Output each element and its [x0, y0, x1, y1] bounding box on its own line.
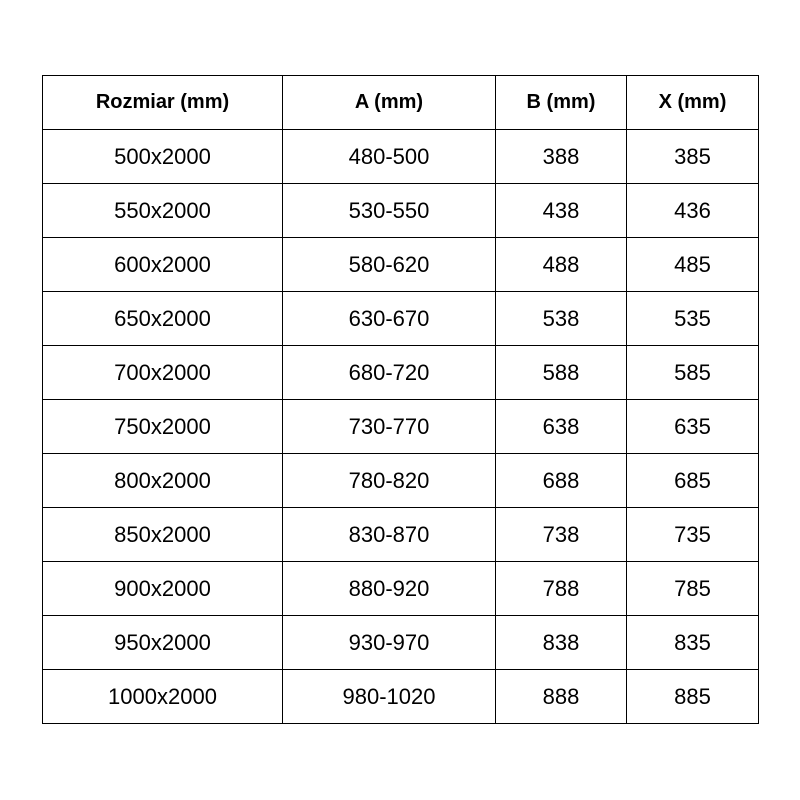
cell-a: 930-970 [282, 615, 496, 670]
cell-size: 650x2000 [42, 291, 283, 346]
cell-size: 500x2000 [42, 129, 283, 184]
table-row: 650x2000 630-670 538 535 [42, 291, 759, 346]
cell-b: 838 [495, 615, 627, 670]
cell-b: 488 [495, 237, 627, 292]
cell-x: 385 [626, 129, 759, 184]
cell-size: 1000x2000 [42, 669, 283, 724]
cell-size: 800x2000 [42, 453, 283, 508]
table-row: 500x2000 480-500 388 385 [42, 129, 759, 184]
cell-b: 538 [495, 291, 627, 346]
table-row: 850x2000 830-870 738 735 [42, 507, 759, 562]
cell-size: 900x2000 [42, 561, 283, 616]
cell-size: 550x2000 [42, 183, 283, 238]
cell-a: 530-550 [282, 183, 496, 238]
cell-a: 780-820 [282, 453, 496, 508]
cell-a: 730-770 [282, 399, 496, 454]
cell-a: 980-1020 [282, 669, 496, 724]
table-row: 950x2000 930-970 838 835 [42, 615, 759, 670]
cell-b: 588 [495, 345, 627, 400]
cell-a: 480-500 [282, 129, 496, 184]
cell-size: 600x2000 [42, 237, 283, 292]
cell-b: 788 [495, 561, 627, 616]
cell-a: 680-720 [282, 345, 496, 400]
cell-b: 438 [495, 183, 627, 238]
cell-x: 885 [626, 669, 759, 724]
cell-a: 880-920 [282, 561, 496, 616]
cell-b: 688 [495, 453, 627, 508]
header-row: Rozmiar (mm) A (mm) B (mm) X (mm) [42, 75, 759, 130]
header-size: Rozmiar (mm) [42, 75, 283, 130]
cell-a: 830-870 [282, 507, 496, 562]
header-x: X (mm) [626, 75, 759, 130]
cell-x: 835 [626, 615, 759, 670]
cell-x: 585 [626, 345, 759, 400]
table-row: 1000x2000 980-1020 888 885 [42, 669, 759, 724]
table-body: 500x2000 480-500 388 385 550x2000 530-550 438 4… [42, 129, 759, 724]
cell-x: 785 [626, 561, 759, 616]
cell-size: 750x2000 [42, 399, 283, 454]
cell-a: 580-620 [282, 237, 496, 292]
cell-size: 700x2000 [42, 345, 283, 400]
cell-x: 685 [626, 453, 759, 508]
cell-b: 738 [495, 507, 627, 562]
cell-size: 850x2000 [42, 507, 283, 562]
header-a: A (mm) [282, 75, 496, 130]
cell-x: 436 [626, 183, 759, 238]
cell-b: 638 [495, 399, 627, 454]
size-table: Rozmiar (mm) A (mm) B (mm) X (mm) 500x20… [42, 75, 759, 724]
cell-x: 485 [626, 237, 759, 292]
cell-b: 888 [495, 669, 627, 724]
cell-b: 388 [495, 129, 627, 184]
table-row: 600x2000 580-620 488 485 [42, 237, 759, 292]
table-row: 900x2000 880-920 788 785 [42, 561, 759, 616]
table-row: 800x2000 780-820 688 685 [42, 453, 759, 508]
cell-x: 735 [626, 507, 759, 562]
table-row: 700x2000 680-720 588 585 [42, 345, 759, 400]
header-b: B (mm) [495, 75, 627, 130]
cell-a: 630-670 [282, 291, 496, 346]
cell-x: 535 [626, 291, 759, 346]
cell-size: 950x2000 [42, 615, 283, 670]
table-row: 550x2000 530-550 438 436 [42, 183, 759, 238]
cell-x: 635 [626, 399, 759, 454]
table-row: 750x2000 730-770 638 635 [42, 399, 759, 454]
